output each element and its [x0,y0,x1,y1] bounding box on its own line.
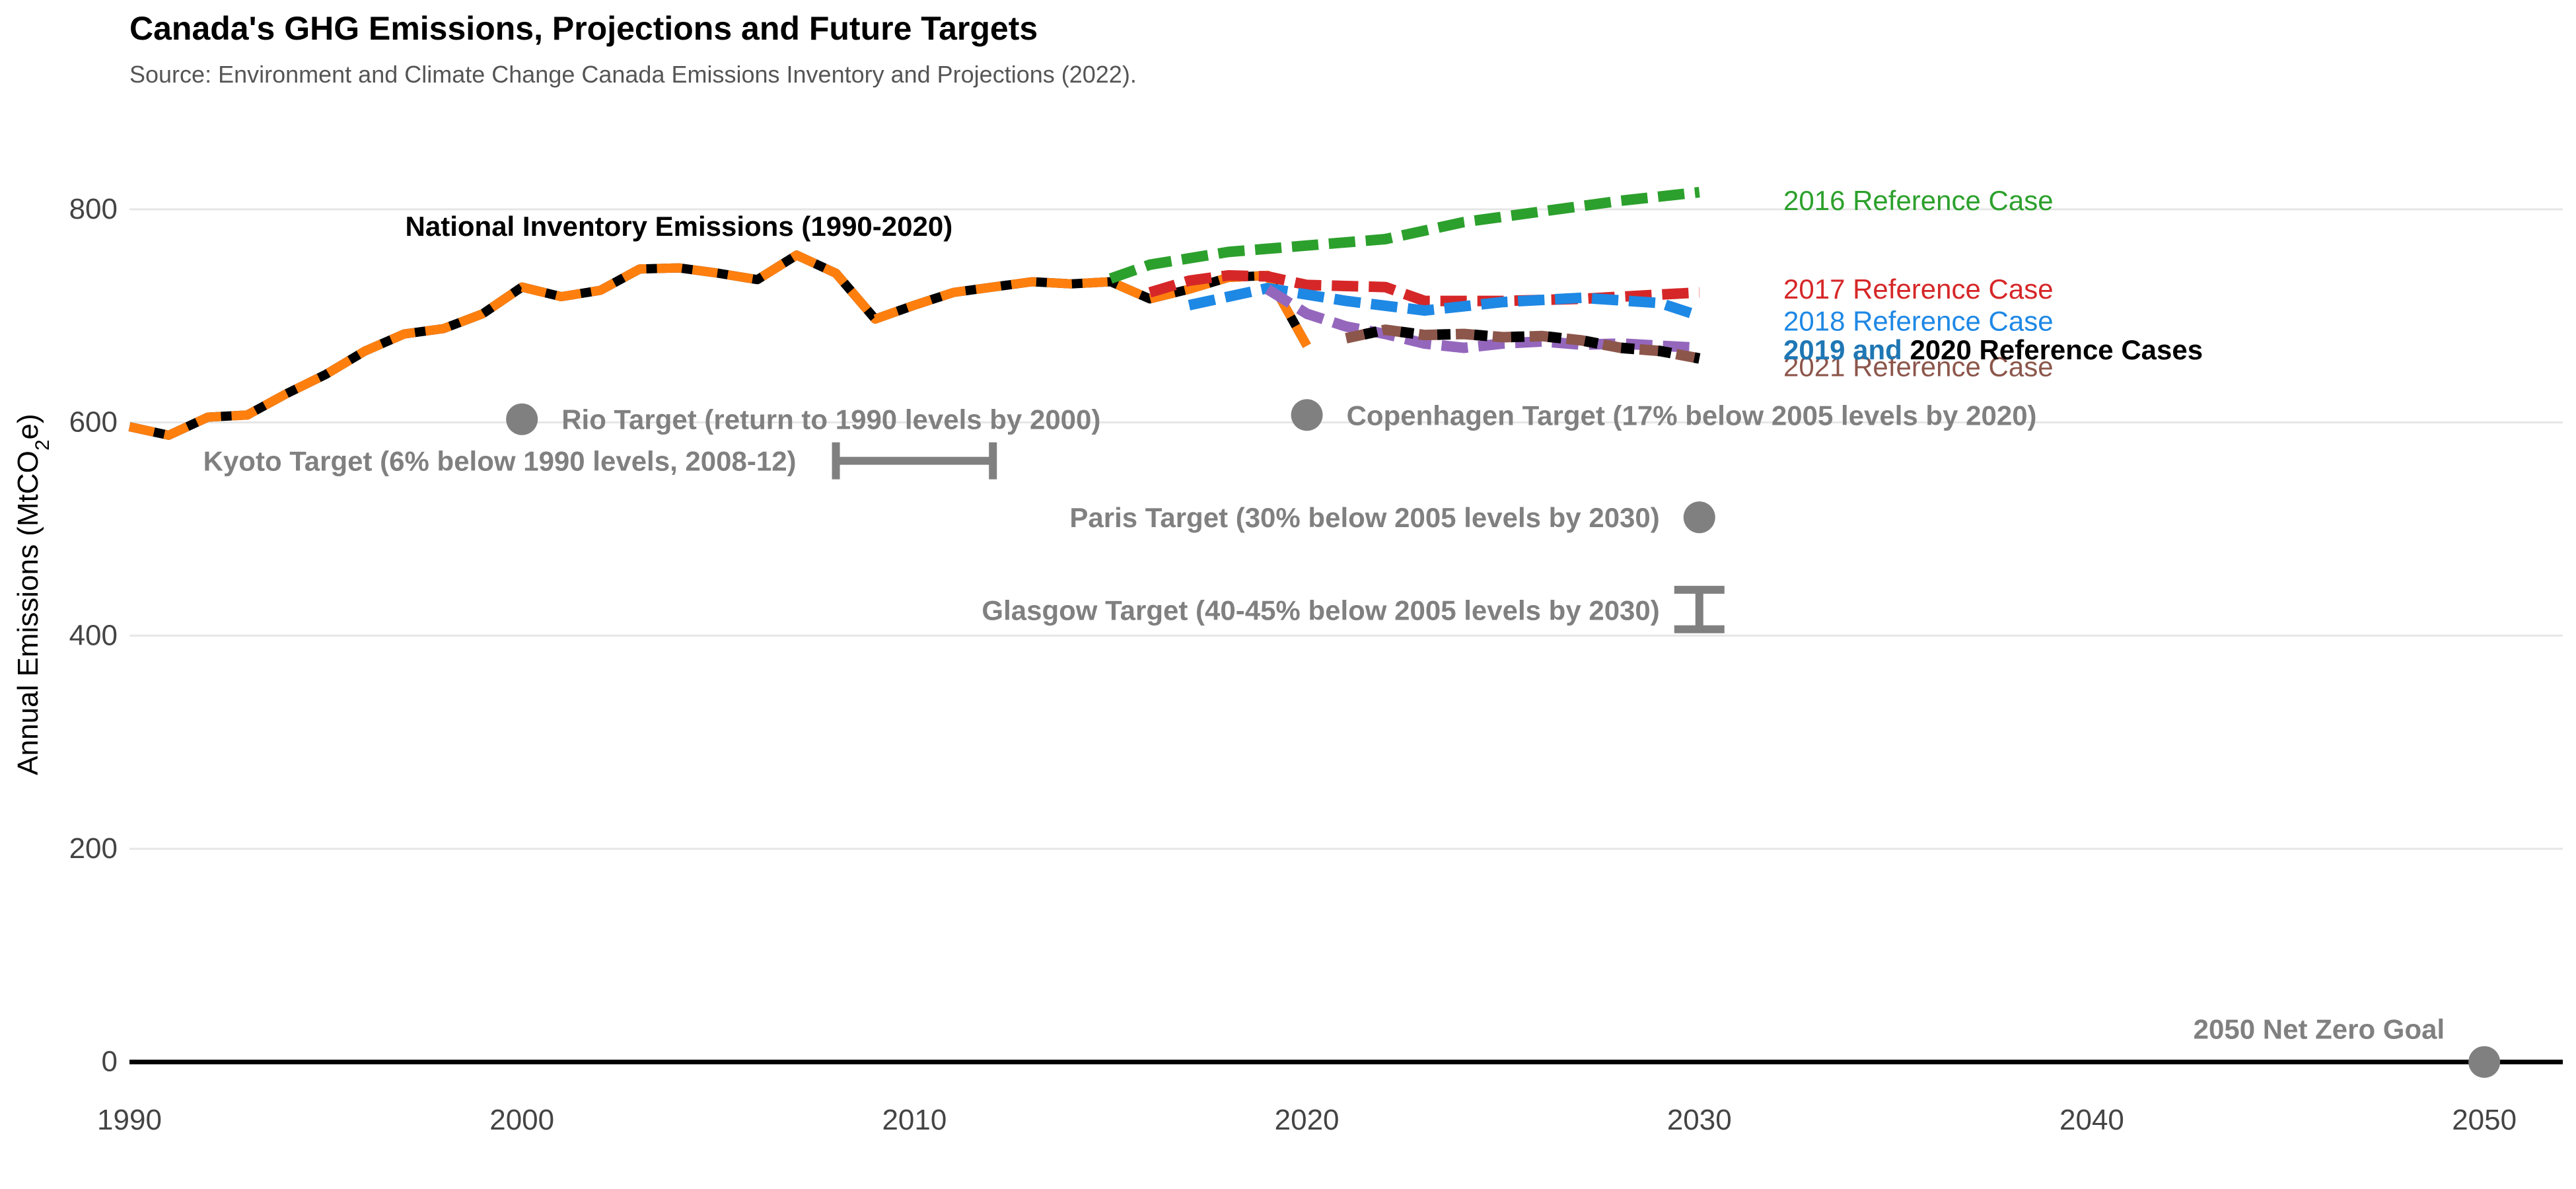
x-tick-label-2030: 2030 [1667,1104,1732,1136]
x-tick-label-2020: 2020 [1275,1104,1340,1136]
series-line-0 [1108,187,1700,284]
net-zero-goal-label: 2050 Net Zero Goal [2194,1014,2445,1045]
series-label-3-part1: 2019 and [1783,334,1910,365]
series-line-1 [1148,270,1700,306]
series-line-2021-overlay [1345,324,1701,364]
series-line-2 [1188,283,1701,321]
y-tick-label-600: 600 [69,406,118,439]
series-label-3: 2019 and 2020 Reference Cases [1783,334,2203,365]
targets: Rio Target (return to 1990 levels by 200… [203,399,2501,1078]
x-tick-label-1990: 1990 [97,1104,162,1136]
x-tick-label-2040: 2040 [2059,1104,2124,1136]
series-label-0: 2016 Reference Case [1783,185,2054,216]
y-tick-label-400: 400 [69,619,118,651]
kyoto-target-label: Kyoto Target (6% below 1990 levels, 2008… [203,446,797,477]
y-tick-label-800: 800 [69,193,118,225]
series-labels: National Inventory Emissions (1990-2020)… [406,185,2203,382]
copenhagen-target-label: Copenhagen Target (17% below 2005 levels… [1347,400,2037,431]
y-tick-label-200: 200 [69,832,118,865]
series-lines [128,187,1701,440]
net-zero-goal-point [2468,1046,2501,1078]
copenhagen-target-point [1291,399,1323,431]
y-axis-title-subscript: 2 [32,439,54,450]
series-label-1: 2017 Reference Case [1783,273,2054,305]
y-axis-title-end: e) [12,414,44,439]
y-tick-label-0: 0 [102,1046,118,1078]
y-axis-title-main: Annual Emissions (MtCO [12,450,44,775]
paris-target-label: Paris Target (30% below 2005 levels by 2… [1069,502,1659,533]
glasgow-target-label: Glasgow Target (40-45% below 2005 levels… [982,595,1659,626]
paris-target-point [1683,501,1715,534]
series-label-3-part2: 2020 Reference Cases [1910,334,2203,365]
x-axis: 1990 2000 2010 2020 2030 2040 2050 [97,1104,2517,1136]
y-axis-title: Annual Emissions (MtCO2e) [12,414,54,775]
rio-target-point [506,403,538,435]
x-tick-label-2000: 2000 [489,1104,554,1136]
x-tick-label-2050: 2050 [2452,1104,2517,1136]
rio-target-label: Rio Target (return to 1990 levels by 200… [561,404,1100,435]
chart-title: Canada's GHG Emissions, Projections and … [129,10,1038,47]
series-label-4: 2021 Reference Case [1783,351,2054,382]
series-label-2: 2018 Reference Case [1783,305,2054,336]
chart-subtitle: Source: Environment and Climate Change C… [129,61,1137,88]
inventory-label: National Inventory Emissions (1990-2020) [406,211,953,242]
x-tick-label-2010: 2010 [882,1104,947,1136]
inventory-line [128,250,1311,440]
y-axis: 0 200 400 600 800 [69,193,118,1078]
